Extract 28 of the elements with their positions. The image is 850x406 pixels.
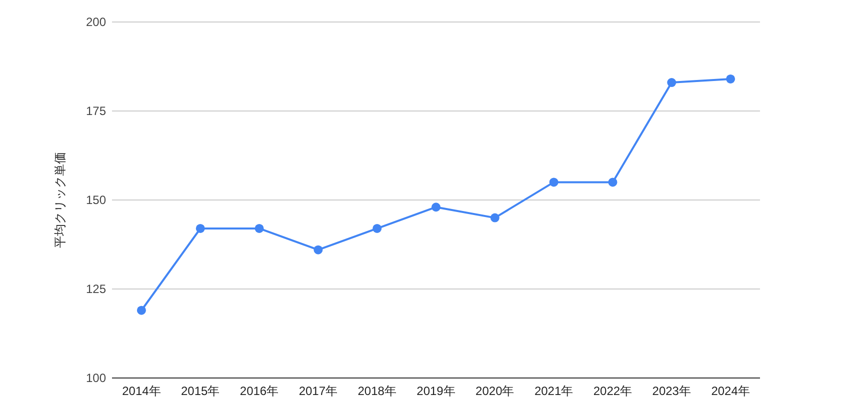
point [549,178,558,187]
y-tick-label: 100 [86,371,106,385]
point [432,202,440,212]
point [726,74,736,84]
point [314,245,323,254]
point [490,213,500,222]
x-tick-label: 2022年 [593,384,632,398]
x-tick-label: 2017年 [298,384,338,398]
point [254,224,264,233]
point [196,224,205,233]
x-tick-label: 2023年 [652,384,691,398]
y-tick-label: 150 [86,193,106,207]
point [372,224,382,233]
x-tick-label: 2016年 [240,384,279,398]
y-tick-label: 125 [86,282,106,296]
point [608,178,618,187]
y-tick-label: 200 [86,15,106,29]
y-axis-title: 平均クリック単価 [53,152,67,248]
x-tick-label: 2019年 [416,384,456,398]
point [667,78,676,88]
x-tick-label: 2024年 [711,384,750,398]
x-tick-label: 2015年 [181,384,220,398]
y-tick-label: 175 [86,104,106,118]
x-tick-label: 2020年 [476,384,514,398]
x-tick-label: 2021年 [534,384,574,398]
x-tick-label: 2014年 [122,384,161,398]
point [136,306,146,315]
x-tick-label: 2018年 [358,384,396,398]
